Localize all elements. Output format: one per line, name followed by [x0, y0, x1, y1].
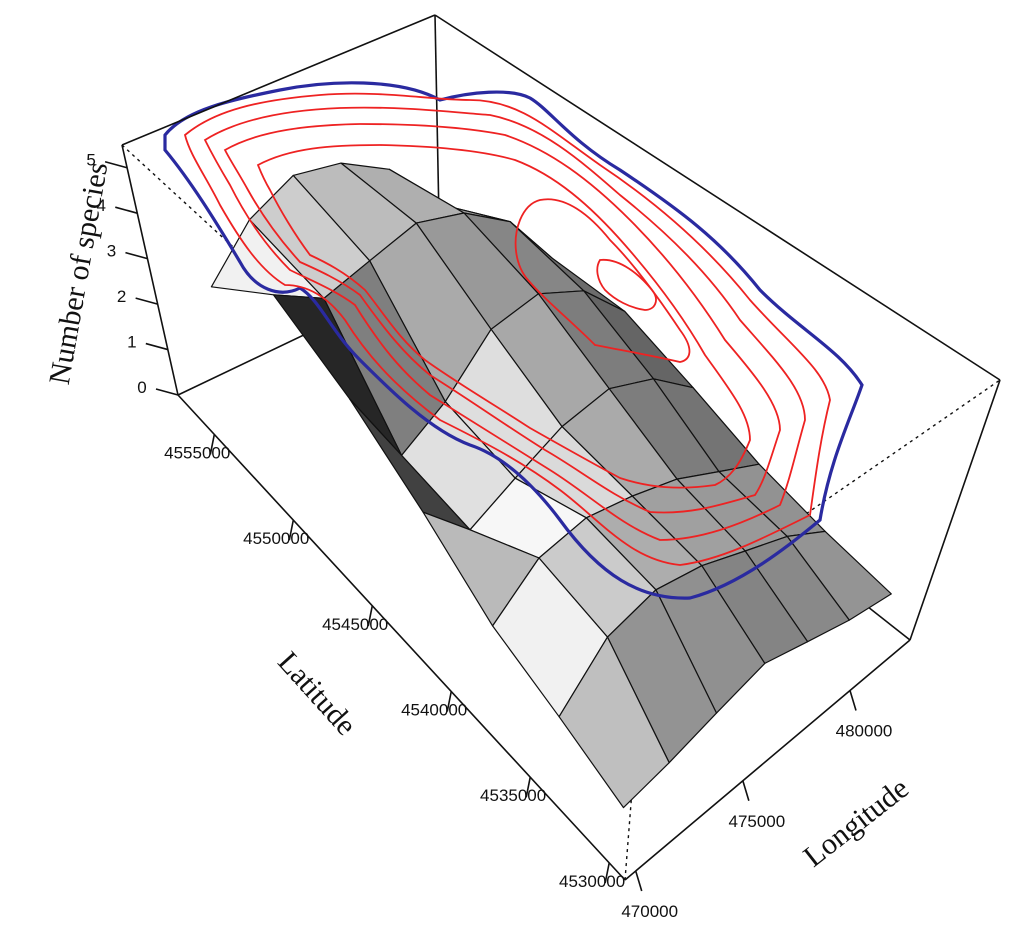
z-tick-label: 5 [86, 151, 95, 170]
y-tick-label: 4535000 [480, 786, 546, 805]
y-tick [525, 777, 532, 798]
y-axis-title: Latitude [271, 645, 362, 741]
y-tick-label: 4555000 [164, 443, 230, 462]
contour-line [183, 92, 831, 566]
z-tick [155, 388, 179, 396]
x-tick [634, 870, 643, 892]
x-tick [742, 780, 750, 801]
box-front [121, 14, 1001, 881]
z-tick [145, 342, 169, 351]
y-tick [446, 691, 453, 712]
z-tick [104, 160, 128, 169]
contour-line [596, 259, 657, 311]
z-tick [115, 206, 138, 214]
x-axis-title: Longitude [797, 772, 914, 874]
contour-line [203, 106, 806, 541]
y-tick-label: 4540000 [401, 700, 467, 719]
x-tick-label: 470000 [621, 902, 678, 921]
z-axis-title: Number of species [43, 160, 115, 387]
z-tick [135, 297, 158, 305]
box-edge [434, 14, 1001, 381]
surface-facet [558, 636, 670, 809]
y-tick [367, 605, 374, 626]
contour-outline [163, 81, 864, 600]
box-edge [121, 14, 436, 146]
y-tick [604, 862, 610, 884]
surface [210, 162, 892, 809]
y-tick-label: 4545000 [322, 615, 388, 634]
x-tick [849, 690, 857, 711]
y-tick-label: 4530000 [559, 872, 625, 891]
contour-line [514, 198, 691, 363]
y-tick [209, 434, 216, 455]
x-tick-label: 475000 [728, 812, 785, 831]
y-tick [288, 519, 295, 541]
contours [163, 81, 864, 600]
box-edge [909, 379, 1001, 641]
contour-line [223, 123, 781, 514]
z-tick-label: 4 [97, 196, 106, 215]
box-edge [121, 144, 179, 396]
z-tick-label: 0 [137, 378, 146, 397]
box-edge [624, 639, 911, 881]
z-tick [125, 251, 148, 260]
x-tick-label: 480000 [836, 722, 893, 741]
y-tick-label: 4550000 [243, 529, 309, 548]
contour-line [256, 144, 751, 489]
z-tick-label: 3 [107, 242, 116, 261]
z-tick-label: 1 [127, 333, 136, 352]
box-edge [177, 394, 626, 881]
z-tick-label: 2 [117, 287, 126, 306]
